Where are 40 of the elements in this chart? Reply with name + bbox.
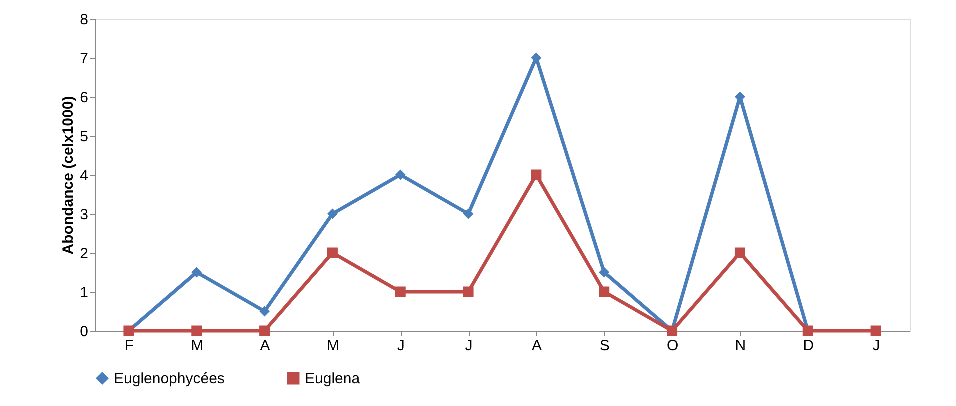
point — [531, 170, 542, 180]
x-tick-label: J — [872, 338, 880, 354]
x-tick-label: A — [260, 338, 270, 354]
point — [327, 248, 338, 258]
x-tick-label: S — [600, 338, 610, 354]
y-tick-label: 3 — [80, 206, 88, 224]
point — [260, 326, 270, 336]
point — [734, 248, 746, 258]
x-tick-label: M — [326, 338, 340, 354]
x-tick-label: O — [666, 338, 679, 354]
y-tick-label: 4 — [80, 168, 88, 184]
x-tick-label: M — [191, 338, 204, 354]
point — [260, 306, 270, 317]
x-tick-label: A — [532, 338, 542, 354]
x-tick-label: J — [397, 338, 405, 354]
y-tick-label: 5 — [80, 128, 88, 146]
y-axis-title: Abondance (celx1000) — [60, 96, 78, 255]
x-tick-label: F — [124, 338, 134, 354]
point — [599, 286, 610, 298]
legend-label: Euglena — [305, 370, 361, 388]
y-tick-label: 7 — [80, 50, 88, 68]
y-tick-label: 1 — [80, 284, 88, 302]
x-tick-label: J — [465, 338, 473, 354]
point — [395, 286, 406, 298]
x-tick-label: D — [803, 338, 814, 354]
point — [463, 208, 474, 220]
y-tick-label: 8 — [80, 12, 88, 28]
point — [870, 326, 882, 336]
point — [531, 52, 542, 64]
point — [327, 208, 338, 220]
point — [192, 267, 202, 278]
y-tick-label: 6 — [80, 90, 88, 106]
point — [192, 326, 202, 336]
point — [395, 170, 406, 180]
x-tick-label: N — [735, 338, 746, 354]
y-tick-label: 0 — [80, 324, 88, 340]
y-tick-label: 2 — [80, 246, 88, 262]
point — [463, 286, 474, 298]
legend-label: Euglenophycées — [114, 370, 225, 388]
point — [599, 267, 610, 278]
